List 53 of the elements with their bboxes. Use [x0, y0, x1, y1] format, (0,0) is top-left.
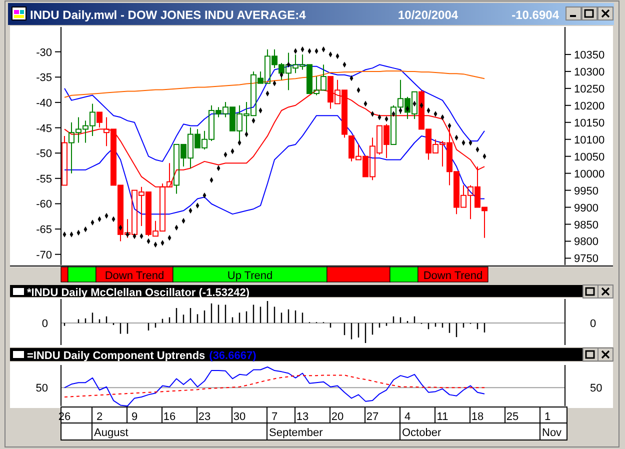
y2-tick-label: 10100 — [574, 134, 605, 146]
y-tick-label: -65 — [36, 224, 52, 236]
y-tick-label: -35 — [36, 72, 52, 84]
y2-tick-label: 9900 — [574, 202, 598, 214]
y2-tick-label: 10050 — [574, 151, 605, 164]
y2-tick-label: 10350 — [574, 49, 605, 62]
y2-tick-label: 9850 — [574, 219, 598, 232]
y-tick-label: -55 — [36, 173, 52, 186]
ref-line-label: 0 — [42, 318, 48, 330]
y-tick-label: -40 — [36, 97, 52, 110]
x-tick-label: 9 — [131, 411, 138, 423]
y-tick-label: -45 — [36, 122, 52, 135]
y-tick-label: -70 — [36, 249, 52, 262]
trend-strip: Down Trend Up Trend Down Trend — [10, 266, 614, 282]
y-tick-label: -30 — [36, 46, 52, 59]
y2-tick-label: 10000 — [574, 168, 605, 180]
text: 10/20/2004 — [398, 8, 458, 22]
x-tick-label: 27 — [366, 411, 379, 423]
line-series — [64, 70, 485, 98]
chart-subtitle: (36.6667) — [209, 350, 257, 362]
y2-tick-label: 10200 — [574, 100, 605, 112]
x-tick-label: 25 — [506, 411, 519, 423]
y2-tick-label: 10150 — [574, 117, 605, 130]
y-tick-label: -50 — [36, 148, 52, 160]
text: -10.6904 — [512, 8, 560, 22]
chart-title: INDU Daily.mwl - DOW JONES INDU AVERAGE:4 — [30, 8, 306, 22]
y2-tick-label: 9750 — [574, 253, 598, 266]
x-tick-label: 18 — [471, 411, 484, 423]
x-tick-label: 23 — [198, 411, 211, 423]
text: 50 — [590, 382, 602, 395]
x-tick-label: 16 — [163, 411, 176, 423]
x-tick-label: 4 — [404, 411, 411, 423]
x-tick-label: 11 — [436, 411, 448, 423]
text: October — [402, 427, 442, 439]
x-tick-label: 20 — [331, 411, 344, 423]
text: 0 — [590, 318, 596, 330]
y-tick-label: -60 — [36, 198, 52, 211]
y2-tick-label: 9950 — [574, 185, 598, 198]
chart-title: =INDU Daily Component Uptrends — [27, 350, 206, 362]
text: Nov — [542, 427, 562, 439]
x-tick-label: 30 — [233, 411, 246, 423]
y2-tick-label: 10250 — [574, 83, 605, 96]
y2-tick-label: 9800 — [574, 236, 598, 248]
line-series — [64, 115, 485, 215]
text: September — [269, 427, 324, 439]
x-tick-label: 13 — [296, 411, 309, 423]
x-tick-label: 2 — [96, 411, 103, 423]
x-tick-label: 1 — [544, 411, 551, 423]
text: August — [94, 427, 128, 439]
x-tick-label: 7 — [271, 411, 278, 423]
text: 50 — [36, 382, 48, 395]
y2-tick-label: 10300 — [574, 66, 605, 78]
chart-title: *INDU Daily McClellan Oscillator (-1.53242) — [27, 287, 250, 299]
